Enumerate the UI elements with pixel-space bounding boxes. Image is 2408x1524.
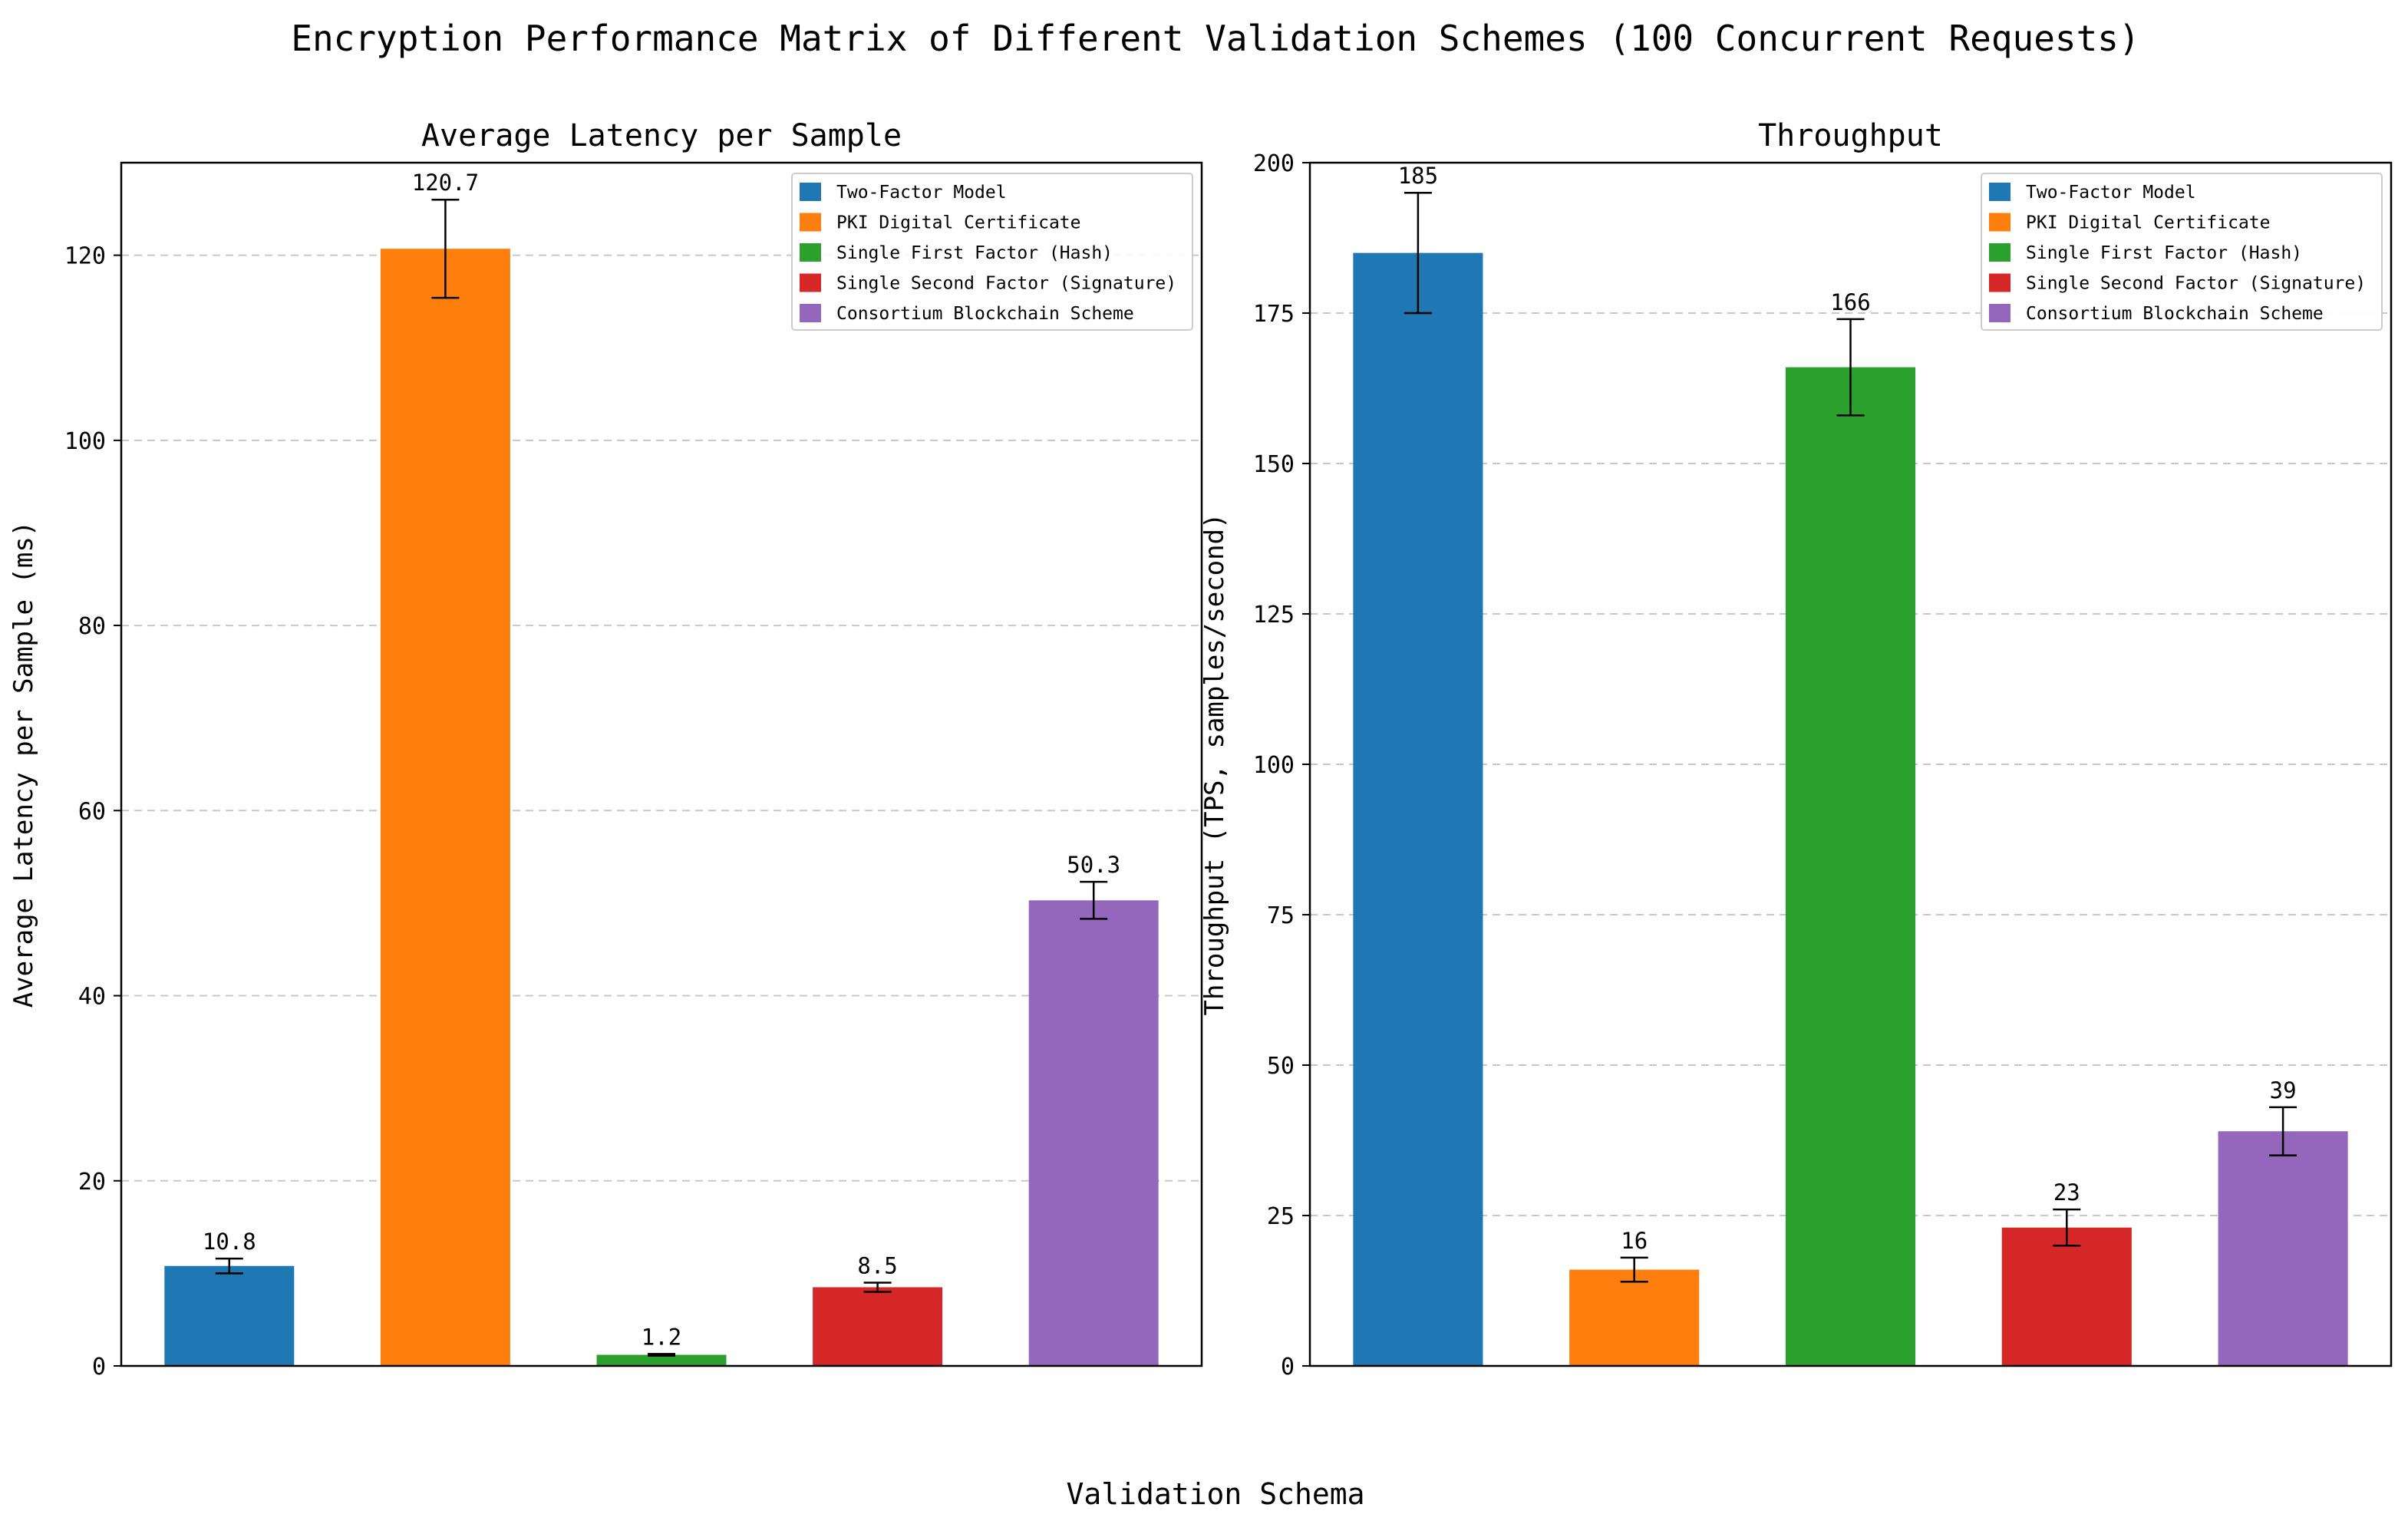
latency-ytick-label: 100 (64, 428, 106, 455)
throughput-bar-2 (1569, 1269, 1700, 1366)
latency-value-label-3: 1.2 (642, 1324, 681, 1350)
throughput-ytick-label: 100 (1253, 752, 1295, 779)
latency-legend-label-3: Single First Factor (Hash) (836, 243, 1113, 263)
throughput-value-label-2: 16 (1621, 1228, 1648, 1254)
latency-value-label-1: 10.8 (203, 1229, 256, 1255)
throughput-legend-label-4: Single Second Factor (Signature) (2026, 274, 2366, 294)
latency-legend-swatch-1 (800, 183, 821, 201)
latency-ytick-label: 40 (78, 984, 106, 1011)
figure-suptitle: Encryption Performance Matrix of Differe… (291, 18, 2139, 59)
latency-ytick-label: 80 (78, 613, 106, 640)
latency-bar-2 (380, 249, 510, 1366)
throughput-chart: 0 25 50 75 100 125 150 175 200 185 16 166 23 39 Throug… (1199, 118, 2393, 1381)
latency-axes-frame (120, 161, 1203, 1367)
throughput-ytick-label: 125 (1253, 602, 1295, 628)
throughput-legend-box (1981, 173, 2383, 331)
throughput-ytick-label: 75 (1267, 902, 1295, 929)
latency-legend-label-2: PKI Digital Certificate (836, 213, 1081, 233)
latency-legend-label-1: Two-Factor Model (836, 183, 1007, 203)
latency-value-label-2: 120.7 (412, 170, 479, 196)
latency-legend-label-4: Single Second Factor (Signature) (836, 274, 1176, 294)
throughput-ytick-label: 0 (1281, 1354, 1295, 1381)
throughput-legend-label-5: Consortium Blockchain Scheme (2026, 304, 2324, 324)
latency-chart: 0 20 40 60 80 100 120 10.8 120.7 1.2 8.5 50.3 Averag… (8, 118, 1203, 1381)
throughput-bar-1 (1353, 252, 1483, 1367)
latency-legend-box (791, 173, 1193, 331)
latency-chart-title: Average Latency per Sample (421, 118, 902, 153)
latency-y-axis-label: Average Latency per Sample (ms) (8, 521, 39, 1008)
shared-x-axis-label: Validation Schema (1067, 1477, 1365, 1511)
throughput-axes-frame (1308, 161, 2393, 1367)
throughput-value-label-1: 185 (1398, 163, 1438, 189)
throughput-legend-swatch-2 (1989, 213, 2011, 232)
throughput-legend-swatch-5 (1989, 304, 2011, 322)
throughput-legend-label-3: Single First Factor (Hash) (2026, 243, 2302, 263)
throughput-y-axis-label: Throughput (TPS, samples/second) (1199, 513, 1230, 1015)
latency-bar-5 (1028, 900, 1159, 1366)
latency-ytick-label: 60 (78, 798, 106, 825)
throughput-ytick-label: 25 (1267, 1203, 1295, 1230)
throughput-bar-3 (1785, 367, 1916, 1366)
throughput-ytick-label: 150 (1253, 451, 1295, 478)
throughput-bar-4 (2001, 1227, 2132, 1366)
latency-legend-swatch-4 (800, 273, 821, 292)
latency-legend-swatch-5 (800, 304, 821, 322)
latency-legend-swatch-2 (800, 213, 821, 232)
latency-ytick-label: 120 (64, 243, 106, 270)
latency-bar-1 (164, 1265, 295, 1366)
throughput-legend-swatch-4 (1989, 273, 2011, 292)
throughput-ytick-label: 200 (1253, 150, 1295, 177)
latency-bar-3 (596, 1354, 727, 1366)
throughput-value-label-4: 23 (2053, 1179, 2080, 1206)
latency-bar-4 (813, 1287, 943, 1366)
throughput-legend-swatch-3 (1989, 243, 2011, 262)
throughput-bar-5 (2218, 1131, 2348, 1366)
throughput-ytick-label: 50 (1267, 1053, 1295, 1080)
throughput-legend-label-1: Two-Factor Model (2026, 183, 2196, 203)
throughput-legend-swatch-1 (1989, 183, 2011, 201)
throughput-ytick-label: 175 (1253, 301, 1295, 328)
throughput-legend-label-2: PKI Digital Certificate (2026, 213, 2271, 233)
throughput-value-label-3: 166 (1830, 289, 1870, 315)
throughput-legend: Two-Factor Model PKI Digital Certificate S… (1981, 173, 2383, 331)
latency-legend: Two-Factor Model PKI Digital Certificate S… (791, 173, 1193, 331)
latency-ytick-label: 0 (92, 1354, 106, 1381)
latency-value-label-4: 8.5 (857, 1252, 897, 1278)
latency-value-label-5: 50.3 (1067, 852, 1120, 878)
throughput-value-label-5: 39 (2270, 1077, 2297, 1103)
throughput-chart-title: Throughput (1758, 118, 1943, 153)
latency-legend-label-5: Consortium Blockchain Scheme (836, 304, 1134, 324)
latency-legend-swatch-3 (800, 243, 821, 262)
latency-ytick-label: 20 (78, 1169, 106, 1196)
